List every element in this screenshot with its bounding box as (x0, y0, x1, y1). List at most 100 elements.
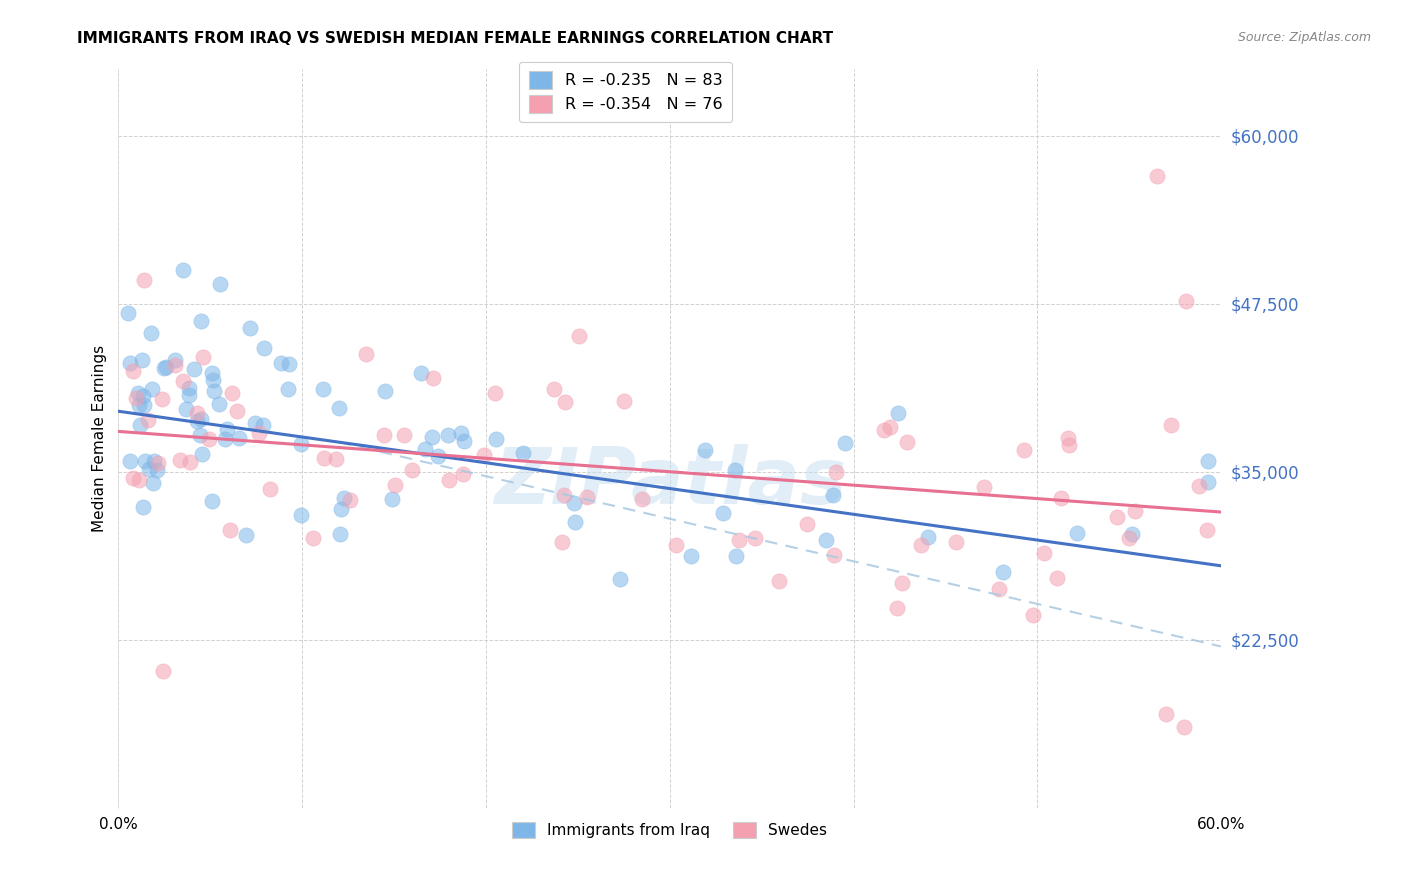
Point (422, 371, 444, 385)
Point (681, 549, 703, 563)
Point (128, 473, 150, 487)
Point (887, 406, 910, 420)
Point (339, 492, 361, 507)
Text: Source: ZipAtlas.com: Source: ZipAtlas.com (1237, 31, 1371, 45)
Text: ZIPatlas: ZIPatlas (494, 444, 846, 521)
Point (132, 273, 155, 287)
Point (155, 360, 177, 375)
Point (177, 381, 200, 395)
Point (131, 500, 153, 515)
Point (179, 388, 201, 402)
Point (172, 374, 194, 388)
Point (221, 386, 243, 401)
Point (183, 361, 205, 376)
Point (190, 412, 212, 426)
Point (228, 431, 250, 445)
Point (1045, 571, 1067, 585)
Point (1105, 509, 1128, 524)
Point (727, 533, 749, 547)
Point (186, 406, 208, 420)
Point (245, 416, 267, 430)
Point (125, 391, 148, 405)
Point (150, 392, 173, 407)
Point (1188, 479, 1211, 493)
Point (917, 530, 939, 544)
Point (163, 352, 186, 367)
Point (796, 517, 818, 532)
Point (825, 465, 848, 479)
Point (139, 326, 162, 341)
Point (823, 548, 845, 562)
Text: IMMIGRANTS FROM IRAQ VS SWEDISH MEDIAN FEMALE EARNINGS CORRELATION CHART: IMMIGRANTS FROM IRAQ VS SWEDISH MEDIAN F… (77, 31, 834, 46)
Point (1121, 527, 1143, 541)
Point (450, 425, 472, 440)
Point (553, 488, 575, 502)
Point (973, 480, 995, 494)
Point (373, 428, 395, 442)
Point (191, 350, 214, 364)
Point (814, 533, 837, 547)
Point (333, 491, 356, 506)
Point (174, 401, 197, 416)
Point (1174, 293, 1197, 308)
Point (437, 473, 460, 487)
Point (179, 455, 201, 469)
Point (329, 527, 352, 541)
Point (118, 356, 141, 370)
Point (1118, 532, 1140, 546)
Point (1173, 720, 1195, 734)
Point (485, 432, 508, 446)
Point (169, 452, 191, 467)
Point (143, 454, 166, 468)
Point (413, 442, 436, 456)
Point (1197, 523, 1219, 537)
Point (312, 382, 335, 396)
Point (219, 523, 242, 537)
Point (374, 384, 396, 398)
Point (121, 471, 143, 485)
Point (145, 462, 167, 476)
Point (568, 329, 591, 343)
Point (290, 508, 312, 523)
Point (1012, 442, 1035, 457)
Point (328, 401, 350, 415)
Point (543, 382, 565, 396)
Point (695, 443, 717, 458)
Point (1197, 454, 1219, 468)
Point (437, 428, 460, 442)
Point (426, 449, 449, 463)
Point (1123, 504, 1146, 518)
Point (127, 386, 149, 401)
Point (134, 454, 156, 468)
Point (128, 418, 150, 433)
Point (259, 482, 281, 496)
Point (665, 538, 688, 552)
Point (1154, 706, 1177, 721)
Point (302, 532, 325, 546)
Point (141, 383, 163, 397)
Point (910, 538, 932, 552)
Point (122, 364, 145, 378)
Point (138, 461, 160, 475)
Point (186, 415, 208, 429)
Point (381, 492, 404, 507)
Point (235, 528, 257, 542)
Point (879, 420, 901, 434)
Point (896, 435, 918, 450)
Point (118, 454, 141, 468)
Point (1032, 545, 1054, 559)
Point (277, 382, 299, 396)
Point (575, 491, 598, 505)
Point (153, 361, 176, 376)
Point (172, 263, 194, 277)
Point (217, 422, 239, 436)
Point (128, 398, 150, 412)
Point (823, 488, 845, 502)
Point (152, 664, 174, 678)
Point (312, 451, 335, 466)
Point (136, 412, 159, 426)
Point (453, 434, 475, 448)
Point (891, 575, 914, 590)
Point (512, 445, 534, 459)
Point (131, 352, 153, 367)
